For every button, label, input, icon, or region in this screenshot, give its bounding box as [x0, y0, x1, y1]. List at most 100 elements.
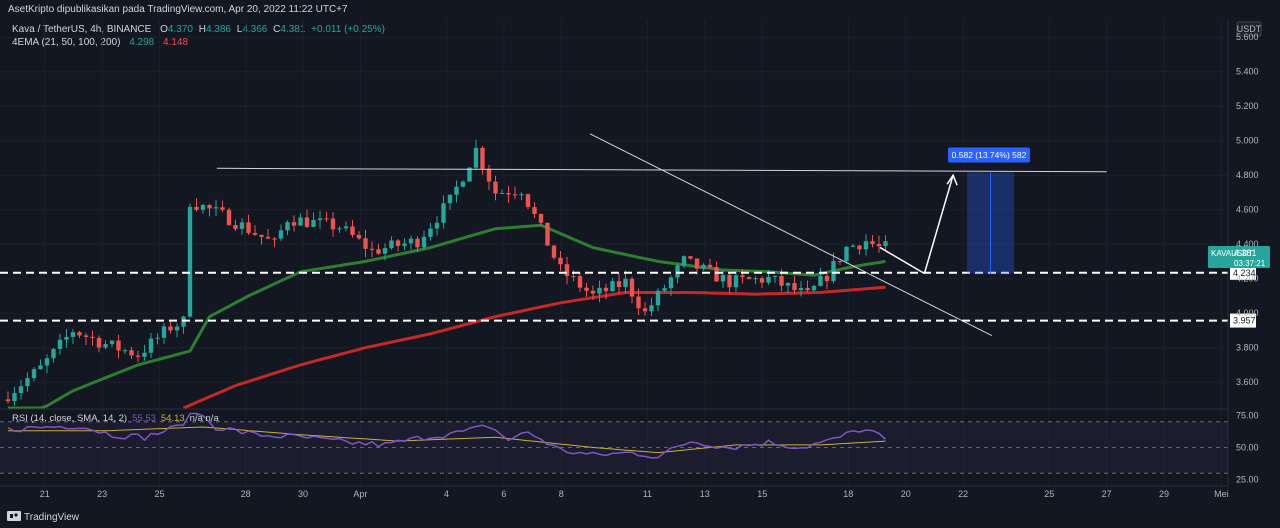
price-tag-price: 4.381: [1234, 248, 1257, 258]
brand-name: TradingView: [24, 512, 80, 523]
rsi-pane: 75.00 50.00 25.00 RSI (14, close, SMA, 14, …: [0, 408, 1259, 485]
candle-body: [603, 287, 609, 292]
candle-body: [571, 276, 576, 278]
time-tick-label: 11: [643, 489, 652, 499]
candle-body: [265, 236, 271, 239]
candle-body: [51, 348, 56, 359]
time-tick-label: 15: [757, 489, 767, 499]
candle-body: [421, 236, 427, 248]
candle-body: [317, 218, 323, 221]
time-tick-label: 4: [444, 489, 449, 499]
time-tick-label: 27: [1102, 489, 1112, 499]
candle-body: [850, 245, 856, 247]
candle-body: [324, 218, 329, 220]
candle-body: [506, 193, 511, 195]
ema-value-red: 4.148: [163, 37, 188, 48]
candle-body: [636, 296, 641, 309]
ohlc-close: 4.381: [280, 24, 305, 35]
candle-body: [122, 350, 128, 352]
rsi-tick-label: 75.00: [1236, 410, 1259, 420]
drawings[interactable]: 4.234 3.957 0.582 (13.74%) 582: [0, 133, 1256, 337]
candle-body: [12, 393, 17, 402]
candle-body: [18, 386, 24, 394]
measure-label-box: [948, 147, 1030, 163]
currency-box: [1236, 21, 1262, 37]
candle-body: [83, 335, 89, 337]
ohlc-low: 4.366: [242, 24, 267, 35]
candle-body: [213, 207, 219, 209]
price-tick-label: 4.600: [1236, 205, 1259, 215]
candle-body: [727, 274, 732, 288]
measure-label-text: 0.582 (13.74%) 582: [952, 150, 1027, 160]
candle-body: [207, 204, 212, 209]
time-tick-label: 8: [559, 489, 564, 499]
candle-body: [337, 228, 342, 230]
candle-body: [746, 277, 752, 280]
candle-body: [103, 344, 108, 348]
candle-body: [798, 287, 804, 291]
candle-body: [233, 225, 238, 229]
candle-body: [551, 245, 557, 258]
candle-body: [44, 358, 50, 366]
price-axis[interactable]: 5.600 5.400 5.200 5.000 4.800 4.600 4.400 4.200…: [1236, 32, 1259, 387]
candle-body: [597, 287, 602, 294]
candle-body: [168, 326, 173, 331]
candle-body: [766, 276, 771, 283]
projection-arrow-tail: [879, 246, 925, 275]
ohlc-open: 4.370: [168, 24, 193, 35]
price-tick-label: 3.600: [1236, 377, 1259, 387]
candle-body: [792, 283, 797, 291]
candle-body: [629, 278, 635, 297]
candle-body: [311, 220, 316, 227]
price-tag-countdown: 03:37:21: [1234, 259, 1266, 268]
level-label-box: [1230, 265, 1256, 280]
time-tick-label: 28: [241, 489, 251, 499]
candle-body: [38, 365, 43, 370]
candle-body: [356, 234, 362, 239]
candle-body: [109, 340, 115, 345]
rsi-tick-label: 25.00: [1236, 475, 1259, 485]
tradingview-logo: [7, 511, 21, 521]
symbol-name: Kava / TetherUS, 4h, BINANCE: [12, 24, 152, 35]
time-tick-label: 13: [700, 489, 710, 499]
candle-body: [298, 217, 303, 226]
candle-body: [350, 226, 355, 235]
price-tick-label: 4.200: [1236, 274, 1259, 284]
price-tick-label: 4.000: [1236, 308, 1259, 318]
candle-body: [876, 244, 882, 247]
candle-body: [486, 168, 492, 182]
level-label-box: [1230, 313, 1256, 328]
candle-body: [525, 194, 531, 208]
candle-body: [532, 207, 537, 214]
candle-body: [610, 281, 615, 292]
candle-body: [863, 241, 869, 250]
candle-body: [291, 222, 297, 226]
candle-body: [811, 285, 817, 291]
candle-body: [707, 264, 713, 268]
candle-body: [519, 194, 524, 196]
candle-body: [25, 378, 30, 387]
price-tick-label: 5.000: [1236, 136, 1259, 146]
candle-body: [77, 332, 82, 336]
candle-body: [753, 278, 758, 280]
candle-body: [330, 218, 336, 230]
candle-body: [174, 326, 180, 331]
level-label-text: 3.957: [1233, 316, 1256, 326]
candle-body: [701, 264, 706, 269]
candle-body: [493, 181, 498, 194]
candle-body: [187, 206, 193, 317]
candle-body: [545, 222, 550, 246]
time-tick-label: 6: [501, 489, 506, 499]
price-tick-label: 4.400: [1236, 239, 1259, 249]
candle-body: [259, 234, 264, 237]
level-label-text: 4.234: [1233, 268, 1256, 278]
candle-body: [772, 275, 778, 277]
time-tick-label: 18: [843, 489, 853, 499]
candle-body: [252, 233, 258, 235]
time-axis[interactable]: 21 23 25 28 30 Apr 4 6 8 11 13 15 18 20 22 25 27 29 Mei: [40, 489, 1229, 499]
time-tick-label: Mei: [1214, 489, 1229, 499]
ema-label: 4EMA (21, 50, 100, 200): [12, 37, 120, 48]
time-tick-label: 22: [958, 489, 968, 499]
